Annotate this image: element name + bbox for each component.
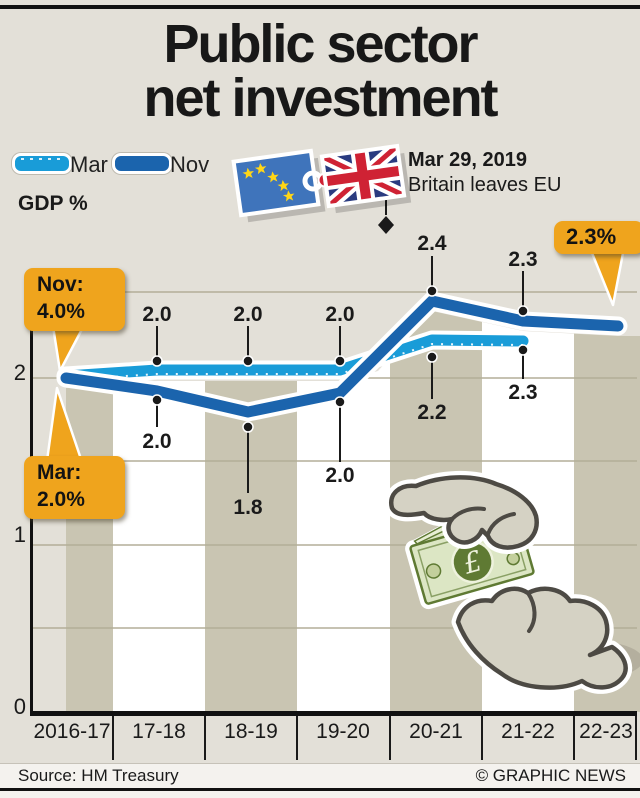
- source-text: Source: HM Treasury: [18, 766, 179, 785]
- x-axis-label: 22-23: [579, 720, 633, 743]
- point-label-below: 2.2: [417, 401, 447, 424]
- hands-money-illustration: £: [384, 471, 640, 695]
- mar-dash-pattern: [21, 158, 63, 160]
- y-axis-title: GDP %: [18, 192, 88, 215]
- point-label-below: 2.3: [508, 381, 538, 404]
- x-axis-label: 2016-17: [33, 720, 111, 743]
- giving-hand-icon: [384, 471, 544, 555]
- mar-callout-value: 2.0%: [37, 488, 85, 511]
- nov-start-callout: Nov: 4.0%: [24, 268, 125, 331]
- x-axis-label: 20-21: [409, 720, 463, 743]
- point-label-above: 2.4: [417, 232, 447, 255]
- nov-callout-value: 4.0%: [37, 300, 85, 323]
- legend-nov-label: Nov: [170, 152, 210, 177]
- x-axis-label: 18-19: [224, 720, 278, 743]
- x-axis-label: 17-18: [132, 720, 186, 743]
- nov-line: [56, 291, 628, 422]
- uk-flag-icon: [319, 143, 412, 214]
- y-tick-label: 1: [13, 522, 26, 547]
- point-label-below: 2.0: [325, 464, 355, 487]
- top-rule: [0, 5, 640, 9]
- nov-callout-label: Nov:: [37, 273, 84, 296]
- note-rosette-left: [425, 563, 442, 579]
- footer-rule: [0, 788, 640, 791]
- legend-mar-swatch: [12, 153, 72, 174]
- point-label-below: 2.0: [142, 430, 172, 453]
- final-callout-tail: [588, 246, 626, 307]
- y-tick-label: 0: [13, 694, 26, 719]
- eu-flag-icon: [231, 148, 326, 223]
- page-title-line1: Public sector: [163, 14, 478, 74]
- page-title-line2: net investment: [143, 68, 498, 128]
- point-label-above: 2.0: [325, 303, 355, 326]
- legend-nov-swatch: [112, 153, 172, 174]
- y-tick-label: 2: [13, 360, 26, 385]
- x-tick-separators: [112, 716, 637, 760]
- point-label-below: 1.8: [233, 496, 263, 519]
- eu-stars: [242, 163, 295, 202]
- point-label-above: 2.0: [142, 303, 172, 326]
- point-label-above: 2.3: [508, 248, 538, 271]
- brexit-marker: [378, 200, 394, 234]
- legend-mar-label: Mar: [70, 152, 108, 177]
- leader-lines: [156, 256, 524, 493]
- x-axis-label: 19-20: [316, 720, 370, 743]
- credit-text: © GRAPHIC NEWS: [475, 766, 626, 785]
- x-axis-label: 21-22: [501, 720, 555, 743]
- diamond-marker-icon: [378, 216, 394, 234]
- footer-strip: [0, 763, 640, 798]
- mar-callout-label: Mar:: [37, 461, 82, 484]
- mar-line: [56, 330, 533, 386]
- brexit-caption: Britain leaves EU: [408, 174, 562, 196]
- final-value-callout: 2.3%: [554, 221, 640, 254]
- mar-start-callout: Mar: 2.0%: [24, 456, 125, 519]
- receiving-hand-icon: [451, 582, 633, 695]
- point-label-above: 2.0: [233, 303, 263, 326]
- data-point-dots: [151, 285, 529, 433]
- x-axis-line: [30, 711, 637, 716]
- brexit-date: Mar 29, 2019: [408, 149, 527, 171]
